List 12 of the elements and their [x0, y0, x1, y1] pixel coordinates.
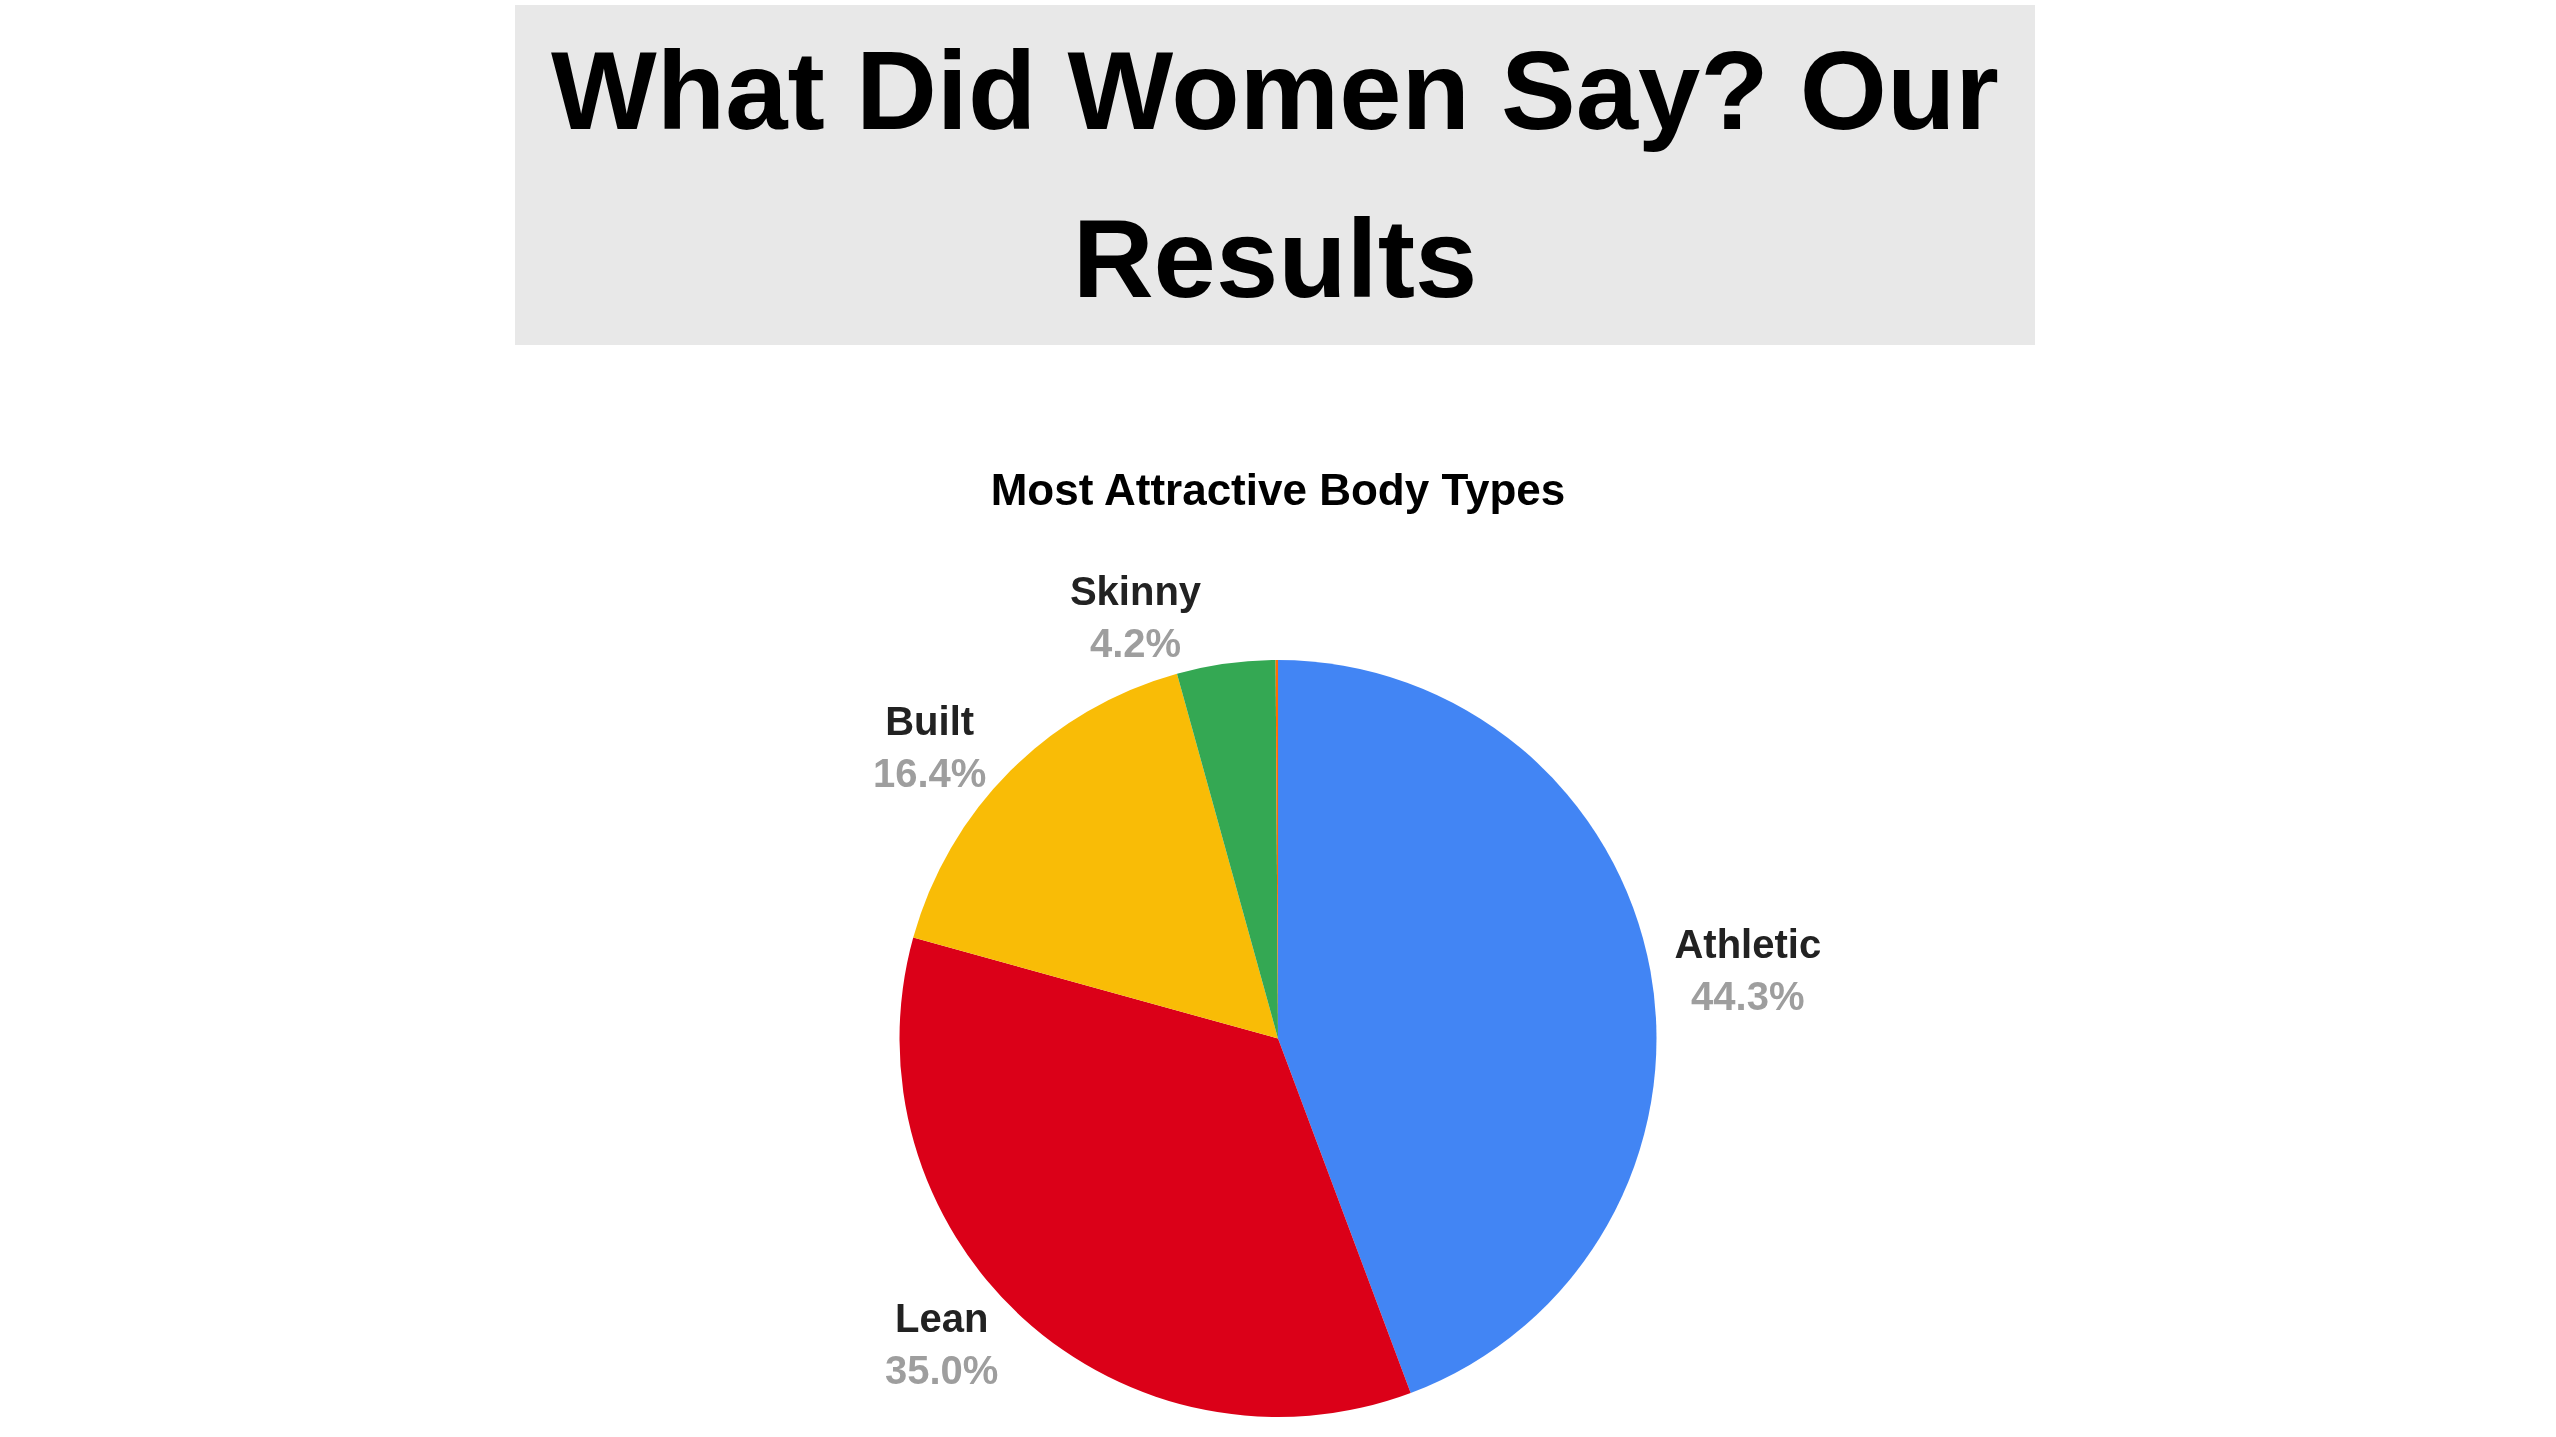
pie-slice	[1278, 660, 1656, 1393]
data-label: 16.4%	[872, 750, 987, 795]
slice-label: Built	[885, 698, 975, 743]
data-label: 35.0%	[884, 1347, 999, 1392]
slice-label: Skinny	[1069, 568, 1202, 613]
chart-subtitle: Most Attractive Body Types	[990, 465, 1566, 515]
chart-title: What Did Women Say? Our Results	[515, 5, 2035, 345]
data-label: 44.3%	[1691, 973, 1805, 1018]
pie-slice	[1176, 660, 1278, 1039]
slice-label: Athletic	[1674, 921, 1822, 966]
slice-label: Lean	[895, 1295, 989, 1340]
data-label: 4.2%	[1089, 620, 1182, 665]
